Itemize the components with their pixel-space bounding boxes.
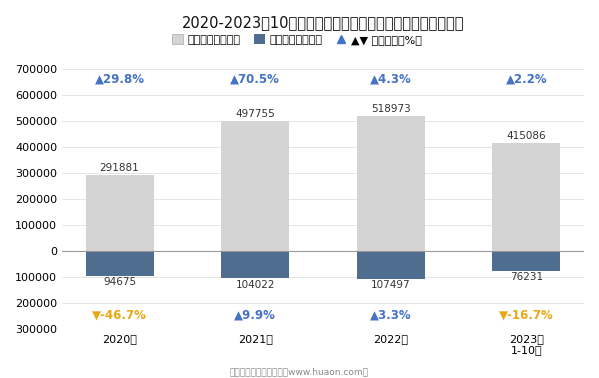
Text: 518973: 518973 <box>371 104 411 114</box>
Text: ▲29.8%: ▲29.8% <box>95 73 144 85</box>
Text: 107497: 107497 <box>371 280 410 290</box>
Text: ▲4.3%: ▲4.3% <box>370 73 412 85</box>
Bar <box>492 251 560 271</box>
Text: ▲3.3%: ▲3.3% <box>370 308 412 321</box>
Text: 94675: 94675 <box>103 277 136 287</box>
Text: ▲9.9%: ▲9.9% <box>234 308 276 321</box>
Text: 291881: 291881 <box>100 163 140 173</box>
Title: 2020-2023年10月滁州市商品收发货人所在地进、出口额统计: 2020-2023年10月滁州市商品收发货人所在地进、出口额统计 <box>181 15 464 30</box>
Text: 497755: 497755 <box>235 110 275 119</box>
Bar <box>221 251 289 278</box>
Text: 104022: 104022 <box>235 279 275 290</box>
Text: ▼-46.7%: ▼-46.7% <box>92 308 147 321</box>
Bar <box>357 116 425 251</box>
Bar <box>221 121 289 251</box>
Bar <box>357 251 425 279</box>
Bar <box>86 175 153 251</box>
Text: ▲2.2%: ▲2.2% <box>506 73 547 85</box>
Text: 制图：华经产业研究院（www.huaon.com）: 制图：华经产业研究院（www.huaon.com） <box>230 367 369 376</box>
Bar <box>492 143 560 251</box>
Bar <box>86 251 153 276</box>
Text: 76231: 76231 <box>510 272 543 282</box>
Text: ▲70.5%: ▲70.5% <box>230 73 280 85</box>
Text: 415086: 415086 <box>507 131 546 141</box>
Text: ▼-16.7%: ▼-16.7% <box>499 308 553 321</box>
Legend: 出口额（万美元）, 进口额（万美元）, ▲▼ 同比增长（%）: 出口额（万美元）, 进口额（万美元）, ▲▼ 同比增长（%） <box>167 30 426 49</box>
